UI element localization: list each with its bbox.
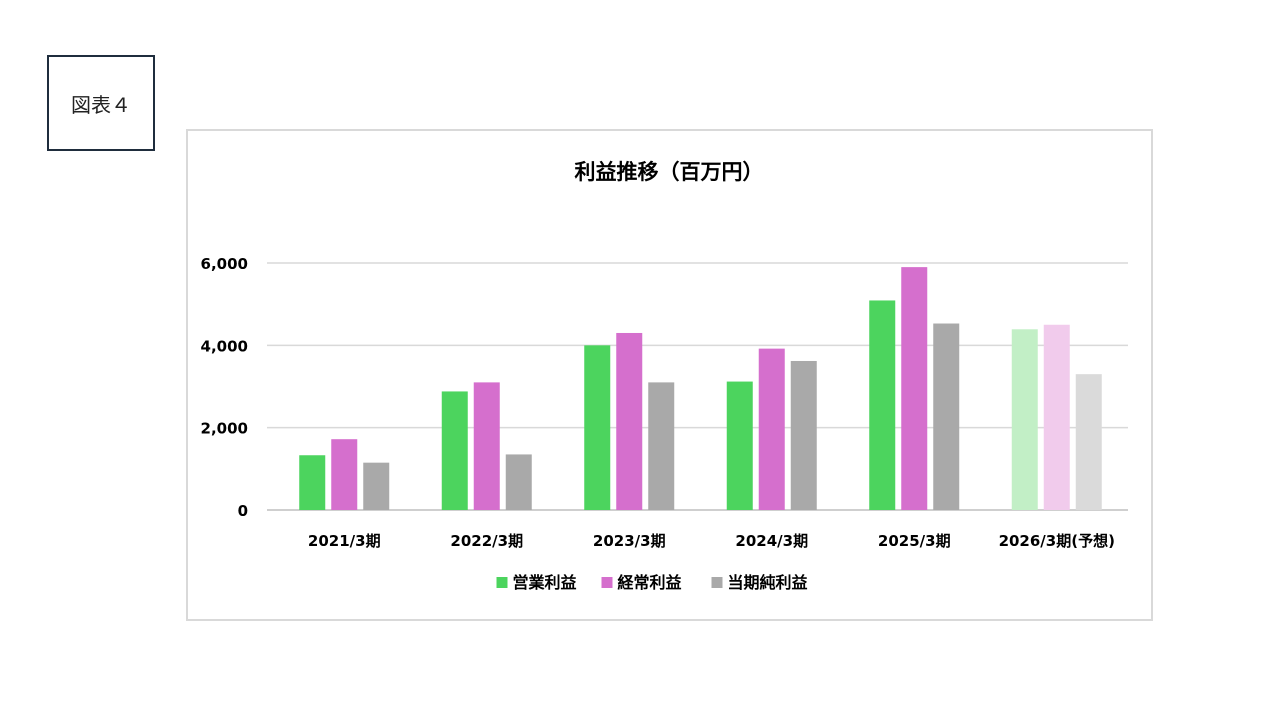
bar — [790, 360, 817, 510]
figure-label: 図表４ — [47, 55, 155, 151]
x-tick-label: 2022/3期 — [450, 532, 523, 550]
bar — [584, 345, 611, 510]
bar — [505, 454, 532, 510]
x-tick-label: 2021/3期 — [308, 532, 381, 550]
y-tick-label: 0 — [238, 502, 248, 520]
bar — [901, 267, 928, 510]
bar — [1075, 374, 1102, 510]
bar-layer — [299, 267, 1102, 510]
bar — [331, 439, 358, 510]
bar — [758, 348, 785, 510]
legend-label: 当期純利益 — [728, 573, 808, 592]
y-tick-label: 2,000 — [201, 420, 248, 438]
bar — [299, 455, 326, 510]
legend-swatch — [496, 577, 508, 588]
legend-swatch — [711, 577, 723, 588]
x-tick-label: 2024/3期 — [735, 532, 808, 550]
legend-swatch — [601, 577, 613, 588]
chart-title: 利益推移（百万円） — [575, 160, 764, 184]
x-tick-label: 2025/3期 — [878, 532, 951, 550]
y-tick-label: 6,000 — [201, 255, 248, 273]
x-tick-label: 2026/3期(予想) — [999, 532, 1115, 550]
legend-label: 営業利益 — [513, 573, 577, 592]
x-tick-label: 2023/3期 — [593, 532, 666, 550]
chart-frame: 利益推移（百万円） 0 2,000 4,000 6,000 2021/3期 2022/3期… — [186, 129, 1153, 621]
grid-layer — [267, 262, 1128, 511]
bar — [1011, 329, 1038, 510]
bar — [363, 462, 390, 510]
bar — [869, 300, 896, 510]
axis-layer: 0 2,000 4,000 6,000 2021/3期 2022/3期 2023/3期 202… — [201, 255, 1115, 550]
bar — [648, 382, 675, 510]
bar — [441, 391, 468, 510]
legend-label: 経常利益 — [618, 573, 682, 592]
y-tick-label: 4,000 — [201, 337, 248, 355]
bar — [933, 323, 960, 510]
profit-bar-chart: 利益推移（百万円） 0 2,000 4,000 6,000 2021/3期 2022/3期… — [201, 160, 1128, 592]
bar — [473, 382, 500, 510]
bar — [1043, 324, 1070, 510]
bar — [726, 381, 753, 510]
bar — [616, 332, 643, 510]
legend-layer: 営業利益 経常利益 当期純利益 — [496, 573, 808, 592]
